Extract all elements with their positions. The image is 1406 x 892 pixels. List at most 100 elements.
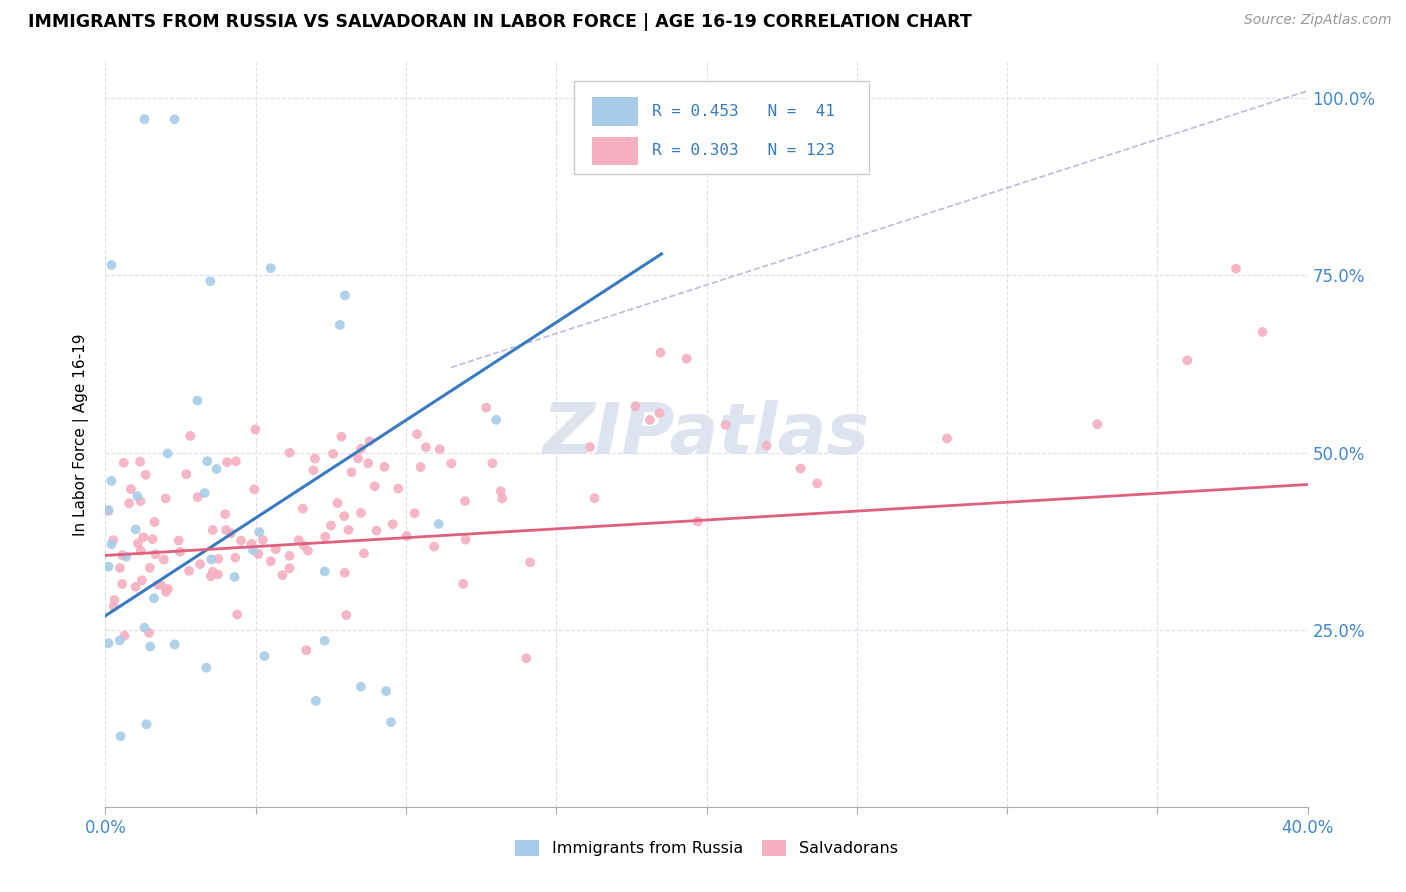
Point [337,523,360,537]
Point [100,474,122,488]
Point [404,506,426,520]
Point [366,524,388,538]
Point [302,463,325,477]
Point [253,648,276,663]
Point [806,476,828,491]
Point [214,507,236,521]
Point [188,557,211,571]
Point [314,633,336,648]
Point [139,640,162,654]
Point [120,482,142,496]
Point [329,318,352,332]
Point [194,486,217,500]
Text: R = 0.453   N =  41: R = 0.453 N = 41 [652,104,835,119]
Point [381,517,404,532]
Point [112,456,135,470]
Point [132,530,155,544]
Point [156,582,179,596]
Point [375,684,398,698]
Point [200,569,222,583]
Point [195,660,218,674]
Point [139,561,162,575]
Point [454,533,477,547]
Point [167,533,190,548]
Point [207,567,229,582]
Point [163,112,186,127]
Point [314,530,336,544]
Point [291,501,314,516]
Point [648,406,671,420]
Point [224,570,246,584]
Point [108,561,131,575]
Point [271,568,294,582]
Point [177,564,200,578]
Point [481,456,503,470]
Point [225,454,247,468]
Point [260,554,283,568]
Point [135,467,157,482]
Point [245,422,267,436]
Point [100,258,122,272]
Point [451,577,474,591]
Point [350,442,373,456]
Text: IMMIGRANTS FROM RUSSIA VS SALVADORAN IN LABOR FORCE | AGE 16-19 CORRELATION CHAR: IMMIGRANTS FROM RUSSIA VS SALVADORAN IN … [28,13,972,31]
Point [485,413,508,427]
Point [326,496,349,510]
Point [247,547,270,561]
Point [278,549,301,563]
Point [579,440,602,454]
Point [650,345,672,359]
Text: Source: ZipAtlas.com: Source: ZipAtlas.com [1244,13,1392,28]
Point [129,455,152,469]
Point [143,515,166,529]
Point [215,455,238,469]
Point [110,729,132,743]
Point [333,509,356,524]
Point [322,447,344,461]
Point [118,496,141,510]
Point [215,523,238,537]
Point [278,561,301,575]
Point [100,537,122,551]
Point [129,494,152,508]
Point [129,543,152,558]
Point [353,546,375,560]
Point [350,506,373,520]
FancyBboxPatch shape [574,81,869,174]
Point [260,261,283,276]
Point [789,461,811,475]
Point [103,533,125,548]
Point [278,445,301,459]
Point [387,482,409,496]
Point [287,533,309,548]
Point [427,516,450,531]
Legend: Immigrants from Russia, Salvadorans: Immigrants from Russia, Salvadorans [509,833,904,863]
Point [675,351,697,366]
Point [226,607,249,622]
Point [127,536,149,550]
Point [297,543,319,558]
Point [149,578,172,592]
Point [264,542,287,557]
Point [252,533,274,547]
Point [333,566,356,580]
Point [359,434,381,449]
Point [423,540,446,554]
Point [135,717,157,731]
Point [475,401,498,415]
Point [519,555,541,569]
Point [207,551,229,566]
Point [195,454,218,468]
Point [124,580,146,594]
Point [145,547,167,561]
Point [125,522,148,536]
Point [515,651,537,665]
Point [489,484,512,499]
Bar [592,97,638,126]
Point [138,626,160,640]
Point [219,526,242,541]
Point [714,417,737,432]
Point [108,633,131,648]
Text: R = 0.303   N = 123: R = 0.303 N = 123 [652,144,835,159]
Point [187,490,209,504]
